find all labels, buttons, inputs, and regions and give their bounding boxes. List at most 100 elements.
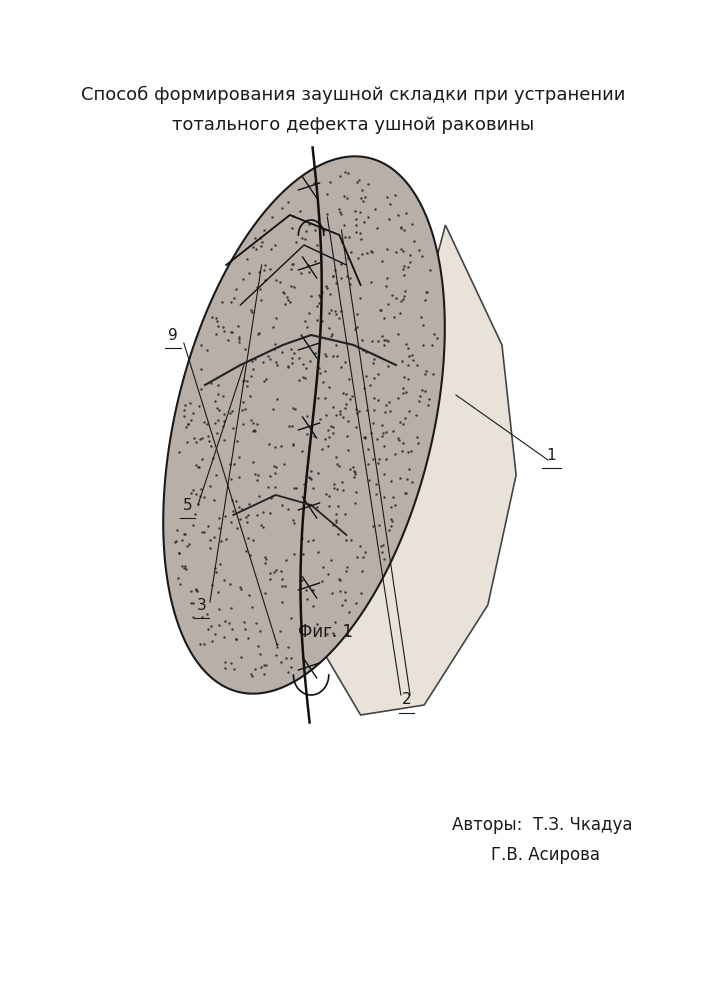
Point bbox=[246, 668, 257, 684]
Point bbox=[198, 489, 209, 505]
Point bbox=[334, 406, 346, 422]
Point bbox=[187, 482, 199, 498]
Point bbox=[235, 649, 247, 665]
Point bbox=[368, 351, 380, 367]
Point bbox=[344, 270, 356, 286]
Point bbox=[255, 646, 266, 662]
Point bbox=[414, 388, 426, 404]
Point bbox=[410, 407, 421, 423]
Point bbox=[344, 229, 355, 245]
Point bbox=[319, 431, 330, 447]
Point bbox=[206, 438, 217, 454]
Point bbox=[266, 209, 277, 225]
Point bbox=[254, 281, 265, 297]
Point bbox=[344, 391, 356, 407]
Point bbox=[331, 407, 342, 423]
Point bbox=[359, 189, 370, 205]
Point bbox=[219, 613, 230, 629]
Polygon shape bbox=[163, 156, 445, 694]
Point bbox=[213, 386, 224, 402]
Point bbox=[312, 544, 324, 560]
Point bbox=[271, 354, 282, 370]
Point bbox=[237, 271, 248, 287]
Point bbox=[398, 267, 409, 283]
Point bbox=[174, 576, 185, 592]
Point bbox=[285, 659, 296, 675]
Point bbox=[333, 526, 344, 542]
Point bbox=[258, 373, 269, 389]
Point bbox=[219, 654, 230, 670]
Point bbox=[226, 324, 238, 340]
Point bbox=[356, 182, 368, 198]
Point bbox=[349, 466, 361, 482]
Point bbox=[405, 443, 416, 459]
Point bbox=[254, 623, 265, 639]
Point bbox=[338, 188, 349, 204]
Point bbox=[232, 520, 243, 536]
Point bbox=[279, 456, 290, 472]
Point bbox=[300, 582, 312, 598]
Point bbox=[402, 444, 414, 460]
Point bbox=[385, 499, 396, 515]
Point bbox=[243, 265, 255, 281]
Point bbox=[380, 278, 392, 294]
Point bbox=[286, 355, 298, 371]
Point bbox=[197, 609, 208, 625]
Point bbox=[392, 430, 404, 446]
Point bbox=[325, 552, 337, 568]
Point bbox=[228, 456, 240, 472]
Point bbox=[356, 332, 368, 348]
Point bbox=[358, 214, 369, 230]
Point bbox=[330, 506, 341, 522]
Point bbox=[196, 481, 207, 497]
Point bbox=[282, 501, 293, 517]
Point bbox=[223, 615, 235, 631]
Point bbox=[385, 518, 397, 534]
Point bbox=[188, 609, 199, 625]
Point bbox=[311, 237, 322, 253]
Point bbox=[299, 370, 310, 386]
Point bbox=[245, 368, 256, 384]
Point bbox=[423, 397, 434, 413]
Point bbox=[320, 348, 332, 364]
Point bbox=[360, 430, 371, 446]
Point bbox=[367, 451, 378, 467]
Point bbox=[296, 572, 308, 588]
Point bbox=[340, 396, 351, 412]
Point bbox=[193, 459, 204, 475]
Point bbox=[341, 190, 353, 206]
Point bbox=[330, 337, 341, 353]
Point bbox=[230, 281, 242, 297]
Point bbox=[247, 239, 259, 255]
Point bbox=[341, 559, 353, 575]
Point bbox=[198, 414, 209, 430]
Point bbox=[312, 312, 323, 328]
Point bbox=[404, 348, 415, 364]
Point bbox=[174, 545, 185, 561]
Point bbox=[206, 577, 217, 593]
Point bbox=[214, 510, 225, 526]
Point bbox=[261, 371, 272, 387]
Point bbox=[320, 278, 332, 294]
Point bbox=[397, 385, 409, 401]
Point bbox=[247, 361, 259, 377]
Point bbox=[329, 627, 340, 643]
Point bbox=[240, 401, 251, 417]
Point bbox=[228, 290, 239, 306]
Point bbox=[404, 254, 416, 270]
Point bbox=[258, 262, 269, 278]
Point bbox=[368, 402, 380, 418]
Point bbox=[349, 469, 360, 485]
Point bbox=[316, 441, 327, 457]
Point bbox=[398, 258, 409, 274]
Point bbox=[289, 401, 300, 417]
Point bbox=[280, 578, 291, 594]
Point bbox=[199, 524, 210, 540]
Point bbox=[300, 223, 311, 239]
Point bbox=[354, 172, 365, 188]
Point bbox=[212, 584, 223, 600]
Point bbox=[194, 398, 205, 414]
Point bbox=[173, 545, 185, 561]
Point bbox=[339, 400, 350, 416]
Point bbox=[276, 578, 288, 594]
